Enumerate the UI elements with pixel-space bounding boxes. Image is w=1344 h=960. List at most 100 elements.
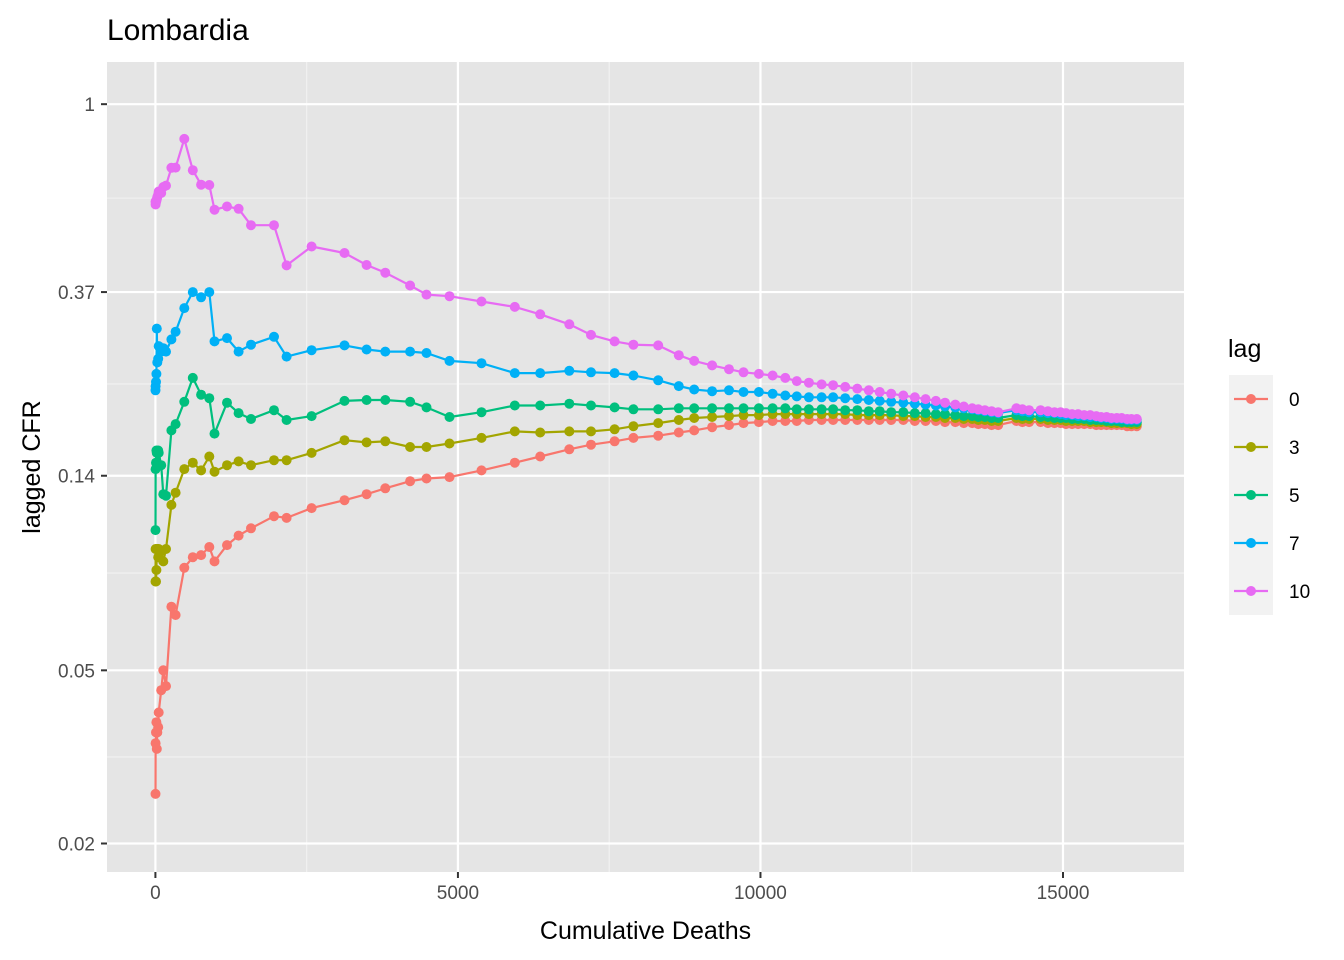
- data-point: [196, 292, 207, 303]
- data-point: [306, 447, 317, 458]
- data-point: [609, 336, 620, 347]
- data-point: [361, 260, 372, 270]
- data-point: [828, 392, 839, 403]
- data-point: [151, 576, 161, 587]
- data-point: [405, 346, 416, 357]
- data-point: [724, 403, 734, 414]
- data-point: [209, 336, 220, 347]
- data-point: [233, 203, 244, 214]
- legend-swatch-point: [1246, 394, 1256, 404]
- data-point: [421, 289, 432, 300]
- data-point: [161, 180, 171, 191]
- data-point: [791, 404, 802, 415]
- data-point: [421, 402, 432, 413]
- data-point: [509, 368, 520, 379]
- data-point: [920, 408, 931, 419]
- data-point: [246, 460, 256, 471]
- data-point: [535, 427, 546, 438]
- data-point: [233, 346, 244, 357]
- data-point: [738, 367, 749, 378]
- data-point: [339, 340, 350, 351]
- data-point: [509, 426, 520, 437]
- data-point: [874, 395, 885, 406]
- data-point: [724, 420, 734, 431]
- data-point: [753, 403, 764, 414]
- data-point: [204, 393, 215, 404]
- data-point: [535, 309, 546, 320]
- data-point: [209, 556, 220, 567]
- data-point: [166, 601, 177, 612]
- data-point: [840, 393, 851, 404]
- data-point: [476, 407, 487, 418]
- data-point: [653, 430, 664, 441]
- data-point: [246, 414, 256, 424]
- data-point: [405, 476, 416, 487]
- data-point: [780, 403, 791, 414]
- data-point: [405, 396, 416, 407]
- data-point: [196, 389, 207, 400]
- data-point: [940, 409, 950, 420]
- data-point: [153, 447, 164, 458]
- data-point: [673, 381, 684, 392]
- data-point: [707, 412, 718, 422]
- data-point: [564, 444, 575, 455]
- data-point: [689, 425, 700, 436]
- data-point: [724, 385, 734, 396]
- data-point: [738, 403, 749, 414]
- legend-swatch-point: [1246, 490, 1256, 500]
- data-point: [209, 204, 220, 215]
- data-point: [179, 396, 190, 407]
- data-point: [161, 490, 171, 501]
- data-point: [586, 329, 596, 340]
- data-point: [222, 540, 232, 551]
- data-point: [852, 405, 863, 416]
- data-point: [564, 319, 575, 330]
- data-point: [863, 395, 874, 405]
- data-point: [852, 383, 863, 394]
- data-point: [476, 296, 487, 307]
- data-point: [803, 392, 814, 403]
- data-point: [653, 375, 664, 386]
- data-point: [958, 401, 969, 412]
- data-point: [753, 387, 764, 397]
- data-point: [222, 201, 232, 212]
- chart-title: Lombardia: [107, 14, 249, 47]
- y-tick-label: 0.14: [58, 467, 95, 488]
- data-point: [673, 350, 684, 361]
- data-point: [586, 400, 596, 411]
- legend-label: 3: [1289, 438, 1300, 459]
- data-point: [339, 395, 350, 406]
- data-point: [150, 525, 161, 536]
- data-point: [444, 472, 455, 483]
- data-point: [609, 424, 620, 435]
- data-point: [803, 377, 814, 388]
- data-point: [361, 344, 372, 355]
- data-point: [158, 665, 169, 676]
- data-point: [689, 413, 700, 423]
- data-point: [339, 495, 350, 506]
- data-point: [509, 457, 520, 468]
- data-point: [204, 542, 215, 552]
- legend-item-lag-7: 7: [1234, 534, 1300, 555]
- x-axis-title: Cumulative Deaths: [540, 917, 751, 945]
- data-point: [609, 402, 620, 413]
- y-tick-label: 1: [84, 95, 95, 116]
- data-point: [950, 399, 961, 410]
- data-point: [628, 339, 639, 350]
- data-point: [361, 395, 372, 405]
- data-point: [233, 456, 244, 467]
- data-point: [753, 368, 764, 379]
- series-lag-10: [150, 133, 1142, 424]
- data-point: [281, 455, 292, 466]
- legend-label: 0: [1289, 390, 1300, 411]
- data-point: [1024, 405, 1035, 416]
- data-point: [780, 372, 791, 383]
- data-point: [920, 394, 931, 405]
- data-point: [196, 465, 207, 476]
- data-point: [628, 432, 639, 443]
- data-point: [187, 165, 198, 176]
- data-point: [509, 301, 520, 312]
- data-point: [153, 707, 164, 718]
- legend: lag 0 3 5 7 10: [1228, 335, 1310, 615]
